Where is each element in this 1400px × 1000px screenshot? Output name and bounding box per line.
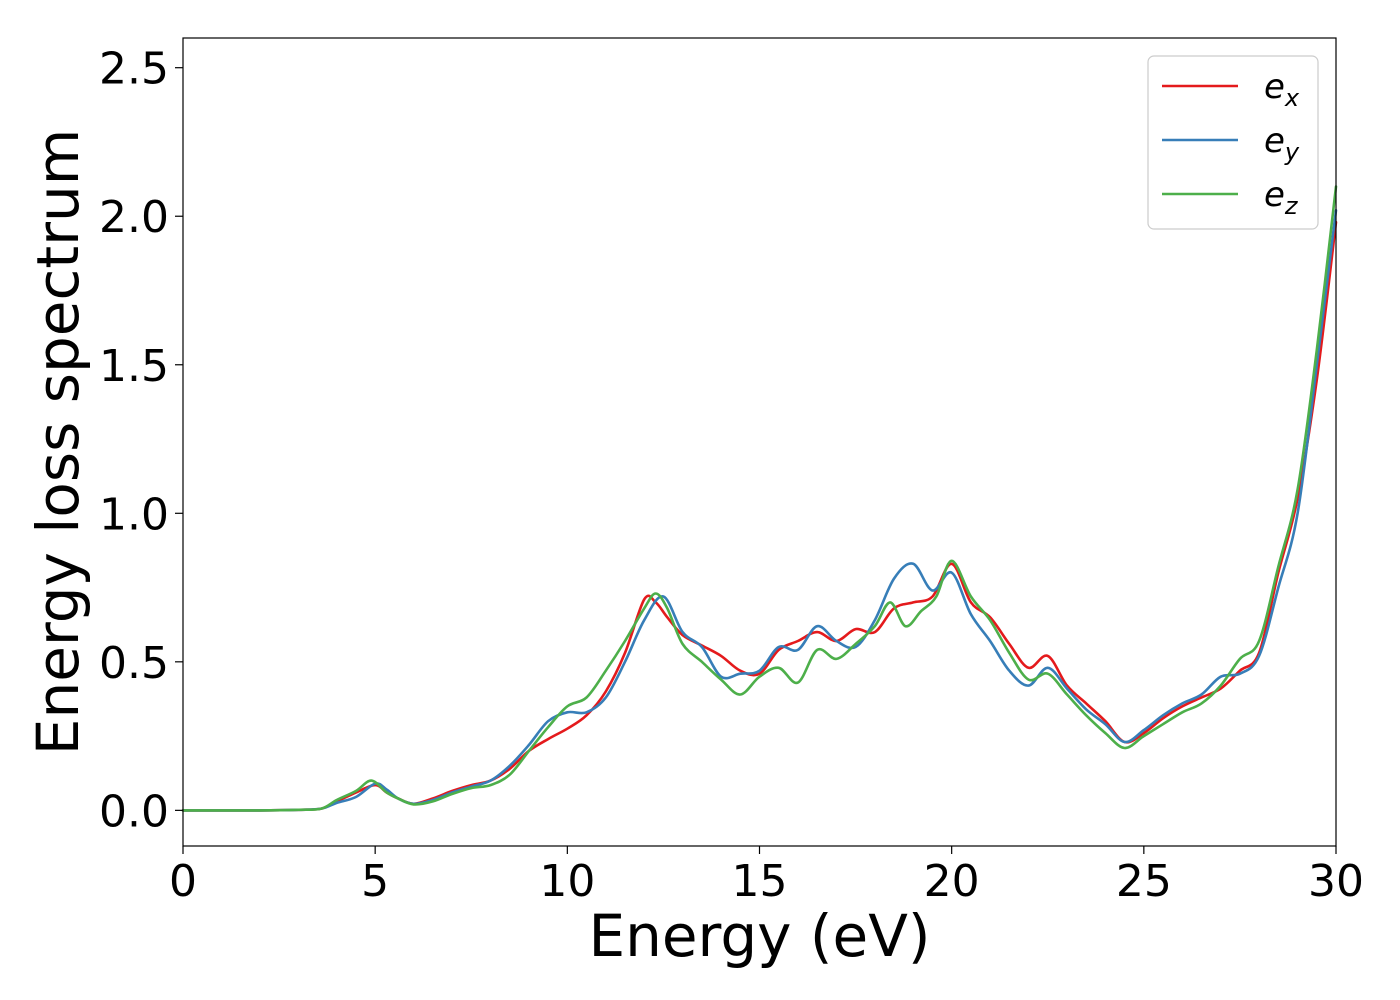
series-line-e_z xyxy=(181,185,1338,812)
x-tick-label: 30 xyxy=(1308,856,1364,907)
y-axis-ticks: 0.0 0.5 1.0 1.5 2.0 2.5 xyxy=(99,44,183,837)
y-tick-label: 1.5 xyxy=(99,341,169,392)
y-tick-label: 2.0 xyxy=(99,192,169,243)
x-axis-ticks: 0 5 10 15 20 25 30 xyxy=(169,846,1364,907)
x-tick-label: 10 xyxy=(539,856,595,907)
x-tick-label: 20 xyxy=(924,856,980,907)
legend-box xyxy=(1147,55,1319,230)
y-tick-label: 1.0 xyxy=(99,489,169,540)
legend: ex ey ez xyxy=(1147,55,1319,230)
x-axis-title: Energy (eV) xyxy=(588,902,930,970)
legend-label-e_x: ex xyxy=(1264,67,1300,112)
legend-label-e_y: ey xyxy=(1264,121,1300,166)
y-tick-label: 0.5 xyxy=(99,638,169,689)
legend-label-e_z: ez xyxy=(1264,175,1299,220)
y-axis-title: Energy loss spectrum xyxy=(24,129,92,755)
x-tick-label: 25 xyxy=(1116,856,1172,907)
y-tick-label: 0.0 xyxy=(99,786,169,837)
x-tick-label: 5 xyxy=(361,856,389,907)
x-tick-label: 0 xyxy=(169,856,197,907)
y-tick-label: 2.5 xyxy=(99,44,169,95)
series-layer xyxy=(181,185,1338,812)
x-tick-label: 15 xyxy=(732,856,788,907)
